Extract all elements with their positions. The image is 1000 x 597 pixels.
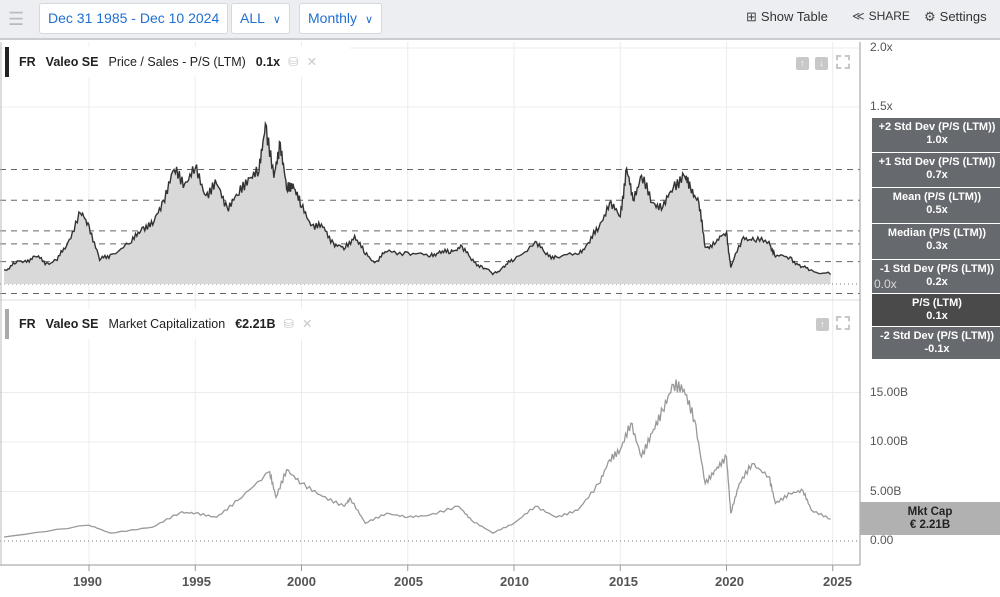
mc-tick-label: 0.00 [870, 533, 894, 547]
chevron-down-icon: ∨ [272, 14, 281, 26]
settings-button[interactable]: ⚙ Settings [924, 9, 987, 25]
mean-label: Mean (P/S (LTM)) 0.5x [872, 188, 1000, 223]
close-icon[interactable]: ✕ [302, 317, 313, 331]
move-up-icon[interactable]: ↑ [796, 57, 809, 70]
exchange-label: FR [19, 55, 36, 69]
fullscreen-icon[interactable] [836, 55, 850, 69]
stack-icon[interactable]: ⛁ [288, 55, 299, 69]
minus1-stddev-label: -1 Std Dev (P/S (LTM)) 0.2x [872, 260, 1000, 293]
collapse-menu-icon[interactable]: ☰ [8, 9, 25, 29]
market-cap-line [3, 379, 831, 538]
x-tick-label: 2015 [609, 574, 638, 589]
label-value: 1.0x [926, 134, 948, 146]
label-value: 0.5x [926, 204, 948, 216]
period-dropdown[interactable]: ALL ∨ [231, 3, 290, 34]
plus2-stddev-label: +2 Std Dev (P/S (LTM)) 1.0x [872, 118, 1000, 152]
exchange-label: FR [19, 317, 36, 331]
median-label: Median (P/S (LTM)) 0.3x [872, 224, 1000, 259]
ps-tick-label: 0.0x [874, 277, 897, 291]
settings-label: Settings [939, 9, 987, 24]
label-name: -1 Std Dev (P/S (LTM)) [879, 263, 995, 275]
share-icon: ≪ [852, 9, 865, 23]
x-tick-label: 2020 [715, 574, 744, 589]
x-tick-label: 2005 [394, 574, 423, 589]
toolbar: ☰ Dec 31 1985 - Dec 10 2024 ALL ∨ Monthly… [0, 0, 1000, 40]
label-value: 0.7x [926, 169, 948, 181]
plus1-stddev-label: +1 Std Dev (P/S (LTM)) 0.7x [872, 153, 1000, 187]
show-table-label: Show Table [760, 9, 828, 24]
share-button[interactable]: ≪ SHARE [852, 9, 910, 23]
frequency-label: Monthly [308, 10, 358, 26]
mc-panel-header: FR Valeo SE Market Capitalization €2.21B ⛁ ✕ [5, 309, 357, 339]
current-ps-label: P/S (LTM) 0.1x [872, 294, 1000, 326]
x-tick-label: 1990 [73, 574, 102, 589]
close-icon[interactable]: ✕ [306, 55, 318, 69]
fullscreen-icon[interactable] [836, 316, 850, 330]
x-tick-label: 2025 [823, 574, 852, 589]
ps-line [3, 120, 832, 276]
label-name: Mkt Cap [907, 506, 953, 518]
label-name: P/S (LTM) [912, 297, 962, 309]
label-name: Mean (P/S (LTM)) [892, 191, 982, 203]
mc-tick-label: 5.00B [870, 484, 902, 498]
label-value: € 2.21B [909, 519, 951, 531]
table-icon: ⊞ [746, 9, 757, 24]
x-tick-label: 2000 [287, 574, 316, 589]
move-up-icon[interactable]: ↑ [816, 318, 829, 331]
move-down-icon[interactable]: ↓ [815, 57, 828, 70]
metric-label: Market Capitalization [108, 317, 226, 331]
frequency-dropdown[interactable]: Monthly ∨ [299, 3, 383, 34]
label-name: -2 Std Dev (P/S (LTM)) [879, 330, 995, 342]
stack-icon[interactable]: ⛁ [283, 317, 294, 331]
date-range-button[interactable]: Dec 31 1985 - Dec 10 2024 [39, 3, 229, 34]
label-value: 0.1x [926, 310, 948, 322]
chevron-down-icon: ∨ [365, 14, 374, 26]
label-name: +2 Std Dev (P/S (LTM)) [878, 121, 996, 133]
label-value: 0.2x [926, 276, 948, 288]
mc-tick-label: 15.00B [870, 385, 909, 399]
mc-tick-label: 10.00B [870, 434, 909, 448]
label-name: Median (P/S (LTM)) [887, 227, 987, 239]
ps-panel-header: FR Valeo SE Price / Sales - P/S (LTM) 0.1x ⛁… [5, 47, 350, 77]
label-name: +1 Std Dev (P/S (LTM)) [878, 156, 996, 168]
gear-icon: ⚙ [924, 9, 936, 24]
metric-label: Price / Sales - P/S (LTM) [108, 55, 246, 69]
label-value: 0.3x [926, 240, 948, 252]
company-label: Valeo SE [45, 317, 99, 331]
x-tick-label: 1995 [182, 574, 211, 589]
date-range-label: Dec 31 1985 - Dec 10 2024 [48, 10, 220, 26]
ps-tick-label: 2.0x [870, 40, 893, 54]
ps-tick-label: 1.5x [870, 99, 893, 113]
company-label: Valeo SE [45, 55, 99, 69]
metric-value: €2.21B [235, 317, 276, 331]
x-tick-label: 2010 [500, 574, 529, 589]
market-cap-label: Mkt Cap € 2.21B [860, 502, 1000, 535]
label-value: -0.1x [924, 343, 950, 355]
ps-area [4, 123, 831, 285]
period-label: ALL [240, 10, 265, 26]
metric-value: 0.1x [255, 55, 281, 69]
minus2-stddev-label: -2 Std Dev (P/S (LTM)) -0.1x [872, 327, 1000, 359]
show-table-button[interactable]: ⊞ Show Table [746, 9, 828, 25]
share-label: SHARE [868, 9, 910, 23]
